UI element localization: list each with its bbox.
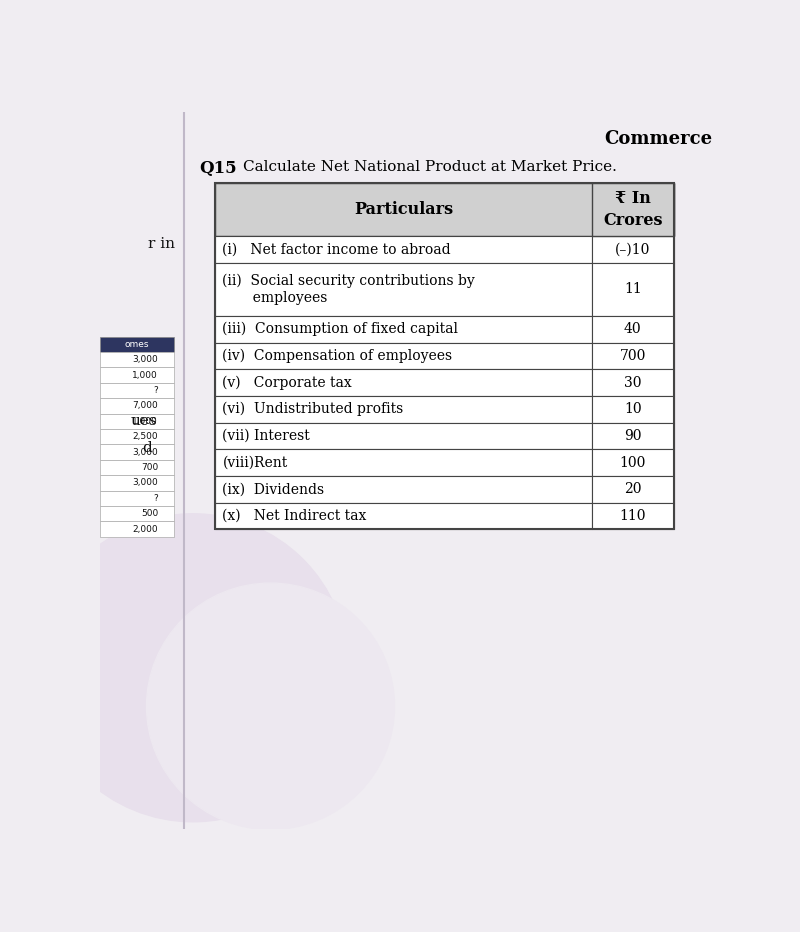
Text: 2,500: 2,500 — [133, 432, 158, 441]
Text: (vi)  Undistributed profits: (vi) Undistributed profits — [222, 402, 404, 417]
Bar — [592, 422, 674, 449]
Text: 10: 10 — [624, 403, 642, 417]
Text: 3,000: 3,000 — [132, 447, 158, 457]
Bar — [214, 263, 592, 316]
Text: (iv)  Compensation of employees: (iv) Compensation of employees — [222, 349, 453, 363]
Text: 100: 100 — [620, 456, 646, 470]
Text: 700: 700 — [141, 463, 158, 473]
Bar — [100, 522, 174, 537]
Bar — [592, 502, 674, 529]
Text: Calculate Net National Product at Market Price.: Calculate Net National Product at Market… — [243, 159, 618, 173]
Text: ?: ? — [154, 386, 158, 395]
Text: Commerce: Commerce — [604, 130, 712, 148]
Bar — [214, 422, 592, 449]
Text: 11: 11 — [624, 282, 642, 296]
Circle shape — [38, 514, 348, 822]
Text: ?: ? — [154, 494, 158, 503]
Text: 20: 20 — [624, 482, 642, 496]
Bar — [214, 476, 592, 502]
Text: Q15: Q15 — [199, 159, 237, 176]
Text: (x)   Net Indirect tax: (x) Net Indirect tax — [222, 509, 367, 523]
Bar — [592, 369, 674, 396]
Bar — [100, 352, 174, 367]
Bar — [100, 459, 174, 475]
Text: r in: r in — [148, 238, 175, 252]
Text: Particulars: Particulars — [354, 200, 453, 218]
Bar — [100, 367, 174, 383]
Bar — [214, 502, 592, 529]
Text: (viii)Rent: (viii)Rent — [222, 456, 288, 470]
Bar — [592, 316, 674, 343]
Text: 3,000: 3,000 — [132, 478, 158, 487]
Bar — [100, 336, 174, 352]
Bar — [592, 183, 674, 236]
Text: 1,000: 1,000 — [132, 371, 158, 379]
Text: 3,000: 3,000 — [132, 355, 158, 364]
Bar — [214, 396, 592, 422]
Text: ues: ues — [131, 415, 158, 429]
Bar — [100, 506, 174, 522]
Bar — [100, 475, 174, 490]
Bar — [214, 449, 592, 476]
Bar — [100, 398, 174, 414]
Text: 40: 40 — [624, 322, 642, 336]
Text: (ii)  Social security contributions by
       employees: (ii) Social security contributions by em… — [222, 273, 475, 306]
Text: 500: 500 — [141, 509, 158, 518]
Text: 7,000: 7,000 — [132, 402, 158, 410]
Bar — [100, 490, 174, 506]
Bar — [100, 445, 174, 459]
Text: (–)10: (–)10 — [615, 242, 650, 256]
Bar — [100, 429, 174, 445]
Bar — [214, 183, 674, 529]
Circle shape — [146, 583, 394, 829]
Bar — [592, 449, 674, 476]
Text: (i)   Net factor income to abroad: (i) Net factor income to abroad — [222, 242, 451, 256]
Text: omes: omes — [125, 340, 150, 349]
Text: 110: 110 — [619, 509, 646, 523]
Text: 700: 700 — [620, 349, 646, 363]
Bar — [100, 383, 174, 398]
Bar — [100, 414, 174, 429]
Bar — [592, 343, 674, 369]
Text: 2,000: 2,000 — [133, 525, 158, 534]
Bar — [214, 343, 592, 369]
Text: 30: 30 — [624, 376, 642, 390]
Bar — [214, 236, 592, 263]
Text: ₹ In
Crores: ₹ In Crores — [603, 190, 662, 229]
Text: (vii) Interest: (vii) Interest — [222, 429, 310, 443]
Text: d: d — [142, 442, 152, 456]
Bar — [592, 263, 674, 316]
Bar — [214, 369, 592, 396]
Bar — [214, 183, 674, 236]
Text: (iii)  Consumption of fixed capital: (iii) Consumption of fixed capital — [222, 322, 458, 336]
Text: (ix)  Dividends: (ix) Dividends — [222, 482, 325, 496]
Bar — [214, 316, 592, 343]
Bar — [592, 476, 674, 502]
Text: 1,000: 1,000 — [132, 417, 158, 426]
Text: 90: 90 — [624, 429, 642, 443]
Text: (v)   Corporate tax: (v) Corporate tax — [222, 376, 352, 390]
Bar — [592, 236, 674, 263]
Bar — [592, 396, 674, 422]
